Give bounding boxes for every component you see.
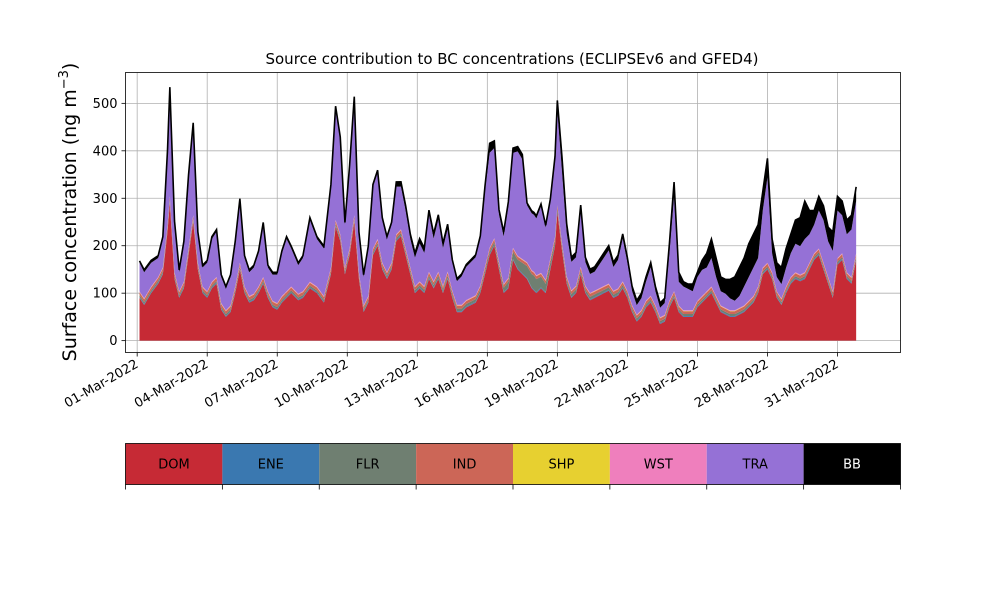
legend-label-shp: SHP — [549, 458, 575, 473]
y-tick-label: 500 — [93, 97, 118, 112]
legend-label-bb: BB — [843, 458, 861, 473]
legend-label-flr: FLR — [356, 458, 380, 473]
legend-label-tra: TRA — [742, 458, 768, 473]
legend-label-wst: WST — [644, 458, 673, 473]
x-tick-label: 01-Mar-2022 — [62, 357, 141, 411]
legend-label-ind: IND — [453, 458, 477, 473]
legend-swatch-flr — [319, 443, 417, 485]
y-tick-label: 200 — [93, 239, 118, 254]
y-tick-label: 0 — [109, 334, 117, 349]
source-legend: DOM ENE FLR IND SHP WST TRA BB — [125, 443, 901, 490]
x-tick-label: 10-Mar-2022 — [272, 357, 351, 411]
legend-swatch-ind — [416, 443, 513, 485]
area-flr — [139, 200, 857, 324]
stacked-area-series — [139, 87, 857, 341]
plot-frame — [125, 72, 901, 353]
x-tick-label: 16-Mar-2022 — [412, 357, 491, 411]
x-tick-label: 22-Mar-2022 — [552, 357, 631, 411]
y-axis-ticks: 0 100 200 300 400 500 — [93, 97, 126, 349]
x-tick-label: 19-Mar-2022 — [482, 357, 561, 411]
x-axis-ticks: 01-Mar-202204-Mar-202207-Mar-202210-Mar-… — [62, 352, 841, 411]
legend-swatch-wst — [609, 443, 707, 485]
x-tick-label: 07-Mar-2022 — [202, 357, 281, 411]
y-tick-label: 400 — [93, 144, 118, 159]
y-axis-label-main: Surface concentration (ng m — [59, 89, 81, 361]
legend-label-dom: DOM — [158, 458, 189, 473]
y-axis-label-close: ) — [59, 63, 81, 70]
y-axis-label: Surface concentration (ng m−3) — [57, 63, 81, 362]
area-tra — [139, 91, 857, 318]
area-dom — [139, 203, 857, 341]
area-ind — [139, 197, 857, 322]
y-axis-label-exponent: −3 — [57, 70, 72, 89]
total-concentration-line — [138, 87, 857, 305]
x-tick-label: 04-Mar-2022 — [132, 357, 211, 411]
x-tick-label: 28-Mar-2022 — [692, 357, 771, 411]
chart-title: Source contribution to BC concentrations… — [265, 50, 758, 68]
legend-swatch-tra — [706, 443, 804, 485]
legend-swatch-shp — [513, 443, 610, 485]
legend-swatch-dom — [125, 443, 223, 485]
x-tick-label: 13-Mar-2022 — [342, 357, 421, 411]
y-tick-label: 300 — [93, 192, 118, 207]
area-ene — [139, 202, 857, 325]
x-tick-label: 31-Mar-2022 — [762, 357, 841, 411]
total-line — [138, 87, 857, 305]
legend-swatch-ene — [222, 443, 320, 485]
legend-swatch-bb — [803, 443, 901, 485]
x-tick-label: 25-Mar-2022 — [622, 357, 701, 411]
y-tick-label: 100 — [93, 287, 118, 302]
legend-label-ene: ENE — [258, 458, 284, 473]
